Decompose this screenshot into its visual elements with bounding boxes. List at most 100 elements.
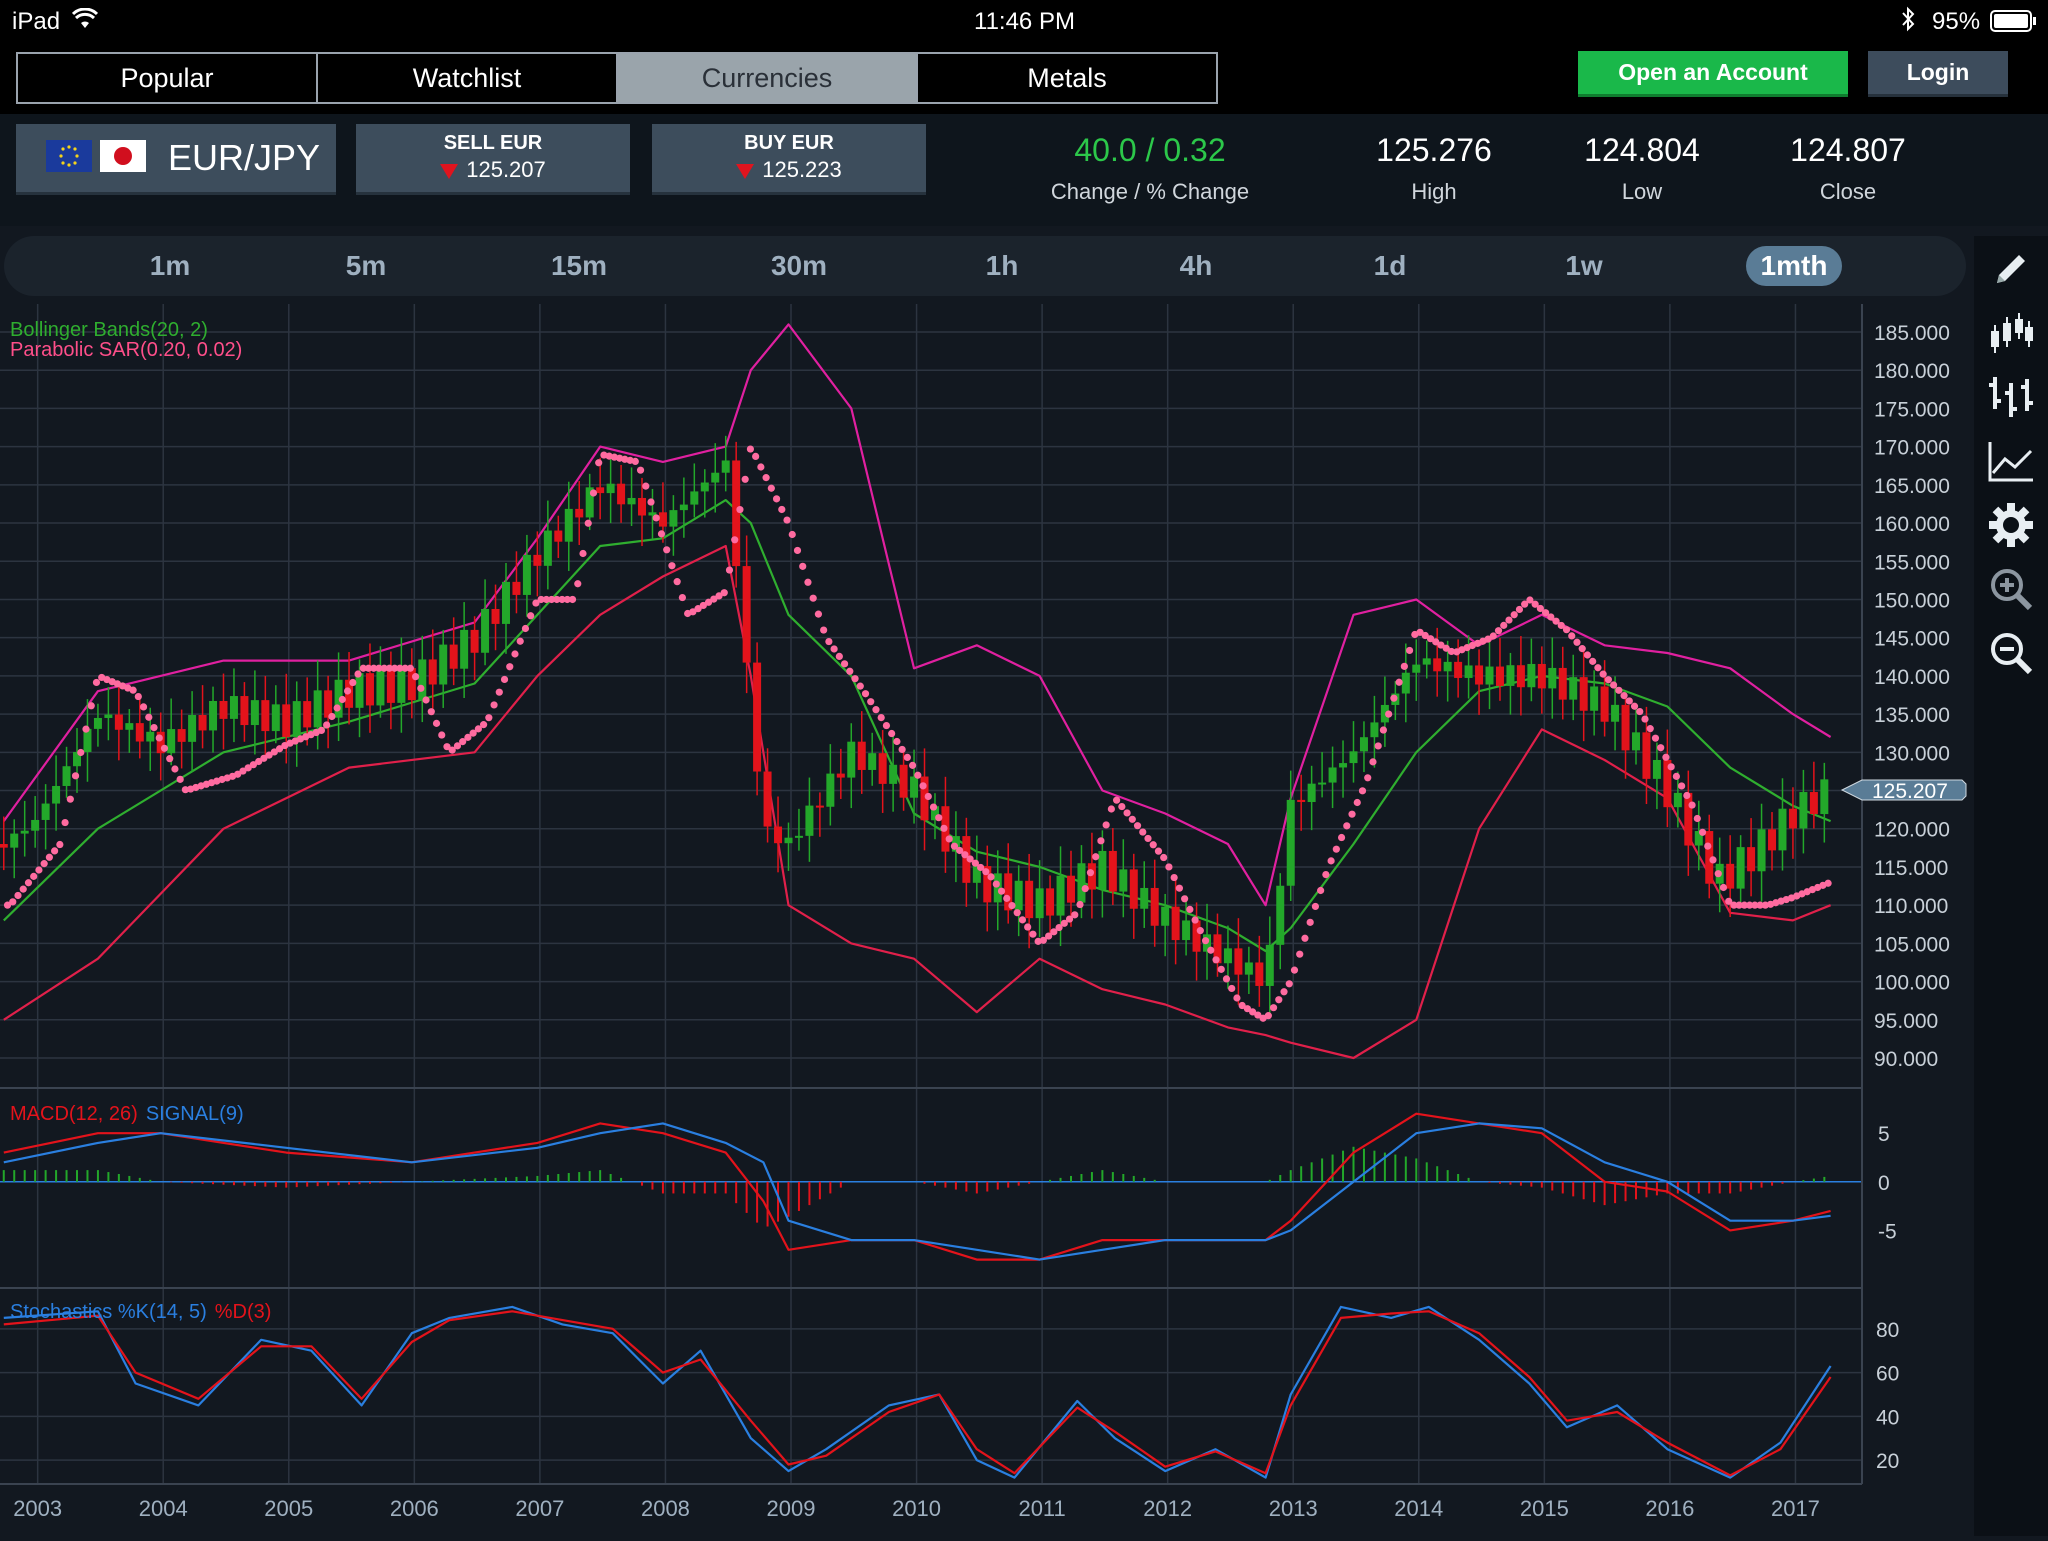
candle-down [261, 700, 270, 732]
timeframe-15m[interactable]: 15m [550, 250, 608, 281]
sar-dot [846, 667, 854, 675]
down-arrow-icon [440, 163, 459, 179]
sar-dot [1081, 885, 1089, 893]
timeframe-1d[interactable]: 1d [1373, 250, 1407, 281]
pencil-icon[interactable] [1984, 242, 2038, 296]
sar-dot [1667, 763, 1675, 771]
sar-dot [1636, 707, 1644, 716]
candle-down [1213, 934, 1222, 964]
candle-up [972, 866, 981, 883]
sell-button[interactable]: SELL EUR 125.207 [356, 124, 630, 195]
chart-canvas[interactable]: 2003 2004 2005 2006 2007 2008 2009 2010 2011 2012… [0, 304, 1968, 1536]
sar-dot [699, 601, 707, 610]
tab-popular[interactable]: Popular [18, 54, 318, 102]
sar-dot [527, 612, 535, 620]
sar-dot [1583, 651, 1592, 659]
sar-dot [239, 767, 247, 775]
candle-down [1516, 665, 1525, 688]
zoom-in-icon[interactable] [1984, 562, 2038, 616]
timeframe-1h[interactable]: 1h [985, 250, 1019, 281]
y-tick-label: 175.000 [1874, 398, 1950, 421]
timeframe-1w[interactable]: 1w [1565, 250, 1603, 281]
sar-dot [9, 898, 17, 906]
zoom-out-icon[interactable] [1984, 626, 2038, 680]
sar-dot [1290, 966, 1299, 974]
sar-dot [1285, 980, 1293, 988]
last-price-label: 125.207 [1872, 780, 1948, 803]
sar-dot [1013, 909, 1021, 917]
open-account-button[interactable]: Open an Account [1578, 51, 1848, 97]
buy-button[interactable]: BUY EUR 125.223 [652, 124, 926, 195]
sar-dot [1364, 774, 1372, 782]
candle-up [83, 728, 92, 752]
sar-dot [521, 624, 530, 633]
sar-dot [935, 814, 943, 822]
sar-dot [1432, 638, 1440, 646]
candle-down [1768, 829, 1777, 851]
sar-dot [1092, 853, 1100, 861]
candle-down [1192, 920, 1201, 952]
sar-dot [982, 868, 990, 876]
sar-dot [956, 846, 964, 855]
low-stat: 124.804 Low [1542, 132, 1742, 205]
price-chart[interactable]: 2003 2004 2005 2006 2007 2008 2009 2010 2011 2012… [0, 304, 1968, 1536]
sar-dot [359, 664, 367, 672]
sar-dot [919, 782, 927, 790]
tab-watchlist[interactable]: Watchlist [318, 54, 618, 102]
sar-dot [427, 708, 435, 716]
sar-dot [406, 664, 414, 672]
candle-down [753, 662, 762, 772]
candle-up [1056, 875, 1065, 916]
sar-dot [1751, 901, 1759, 909]
timeframe-1mth[interactable]: 1mth [1746, 246, 1842, 286]
sar-dot [145, 713, 153, 721]
y-tick-label: 155.000 [1874, 551, 1950, 574]
x-tick-label: 2003 [13, 1496, 62, 1521]
tab-currencies[interactable]: Currencies [618, 54, 918, 102]
login-button[interactable]: Login [1868, 51, 2008, 97]
candle-up [1098, 850, 1107, 890]
candle-down [732, 460, 741, 567]
lower-band-line [3, 544, 1832, 1060]
candle-up [1349, 751, 1358, 764]
candlestick-icon[interactable] [1984, 306, 2038, 360]
candle-down [1433, 658, 1442, 672]
timeframe-1m[interactable]: 1m [149, 250, 191, 281]
chart-toolbar [1974, 236, 2048, 1536]
sar-dot [3, 901, 12, 909]
sar-dot [1620, 692, 1628, 700]
sar-dot [1060, 919, 1068, 927]
sar-dot [1139, 828, 1147, 836]
sar-dot [872, 706, 880, 714]
sar-dot [1442, 644, 1450, 652]
candle-down [1705, 831, 1714, 884]
sar-dot [1683, 791, 1691, 800]
pair-selector[interactable]: EUR/JPY [16, 124, 336, 195]
sar-dot [495, 688, 503, 696]
candle-up [564, 508, 573, 542]
ohlc-bars-icon[interactable] [1984, 370, 2038, 424]
candle-down [1046, 888, 1055, 916]
sar-dot [417, 684, 425, 692]
candle-up [1401, 672, 1410, 694]
candle-up [910, 776, 919, 798]
timeframe-30m[interactable]: 30m [770, 250, 828, 281]
sar-dot [929, 803, 938, 811]
pair-name: EUR/JPY [168, 137, 321, 178]
timeframe-5m[interactable]: 5m [345, 250, 387, 281]
timeframe-4h[interactable]: 4h [1179, 250, 1213, 281]
sar-dot [1421, 631, 1429, 640]
line-chart-icon[interactable] [1984, 434, 2038, 488]
sar-dot [1181, 895, 1189, 903]
sar-dot [338, 695, 346, 704]
timeframe-bar: 1m 5m 15m 30m 1h 4h 1d 1w 1mth [4, 236, 1966, 296]
sar-dot [1531, 600, 1539, 608]
sar-dot [746, 445, 755, 453]
sar-dot [731, 536, 739, 544]
tab-metals[interactable]: Metals [918, 54, 1216, 102]
gear-icon[interactable] [1984, 498, 2038, 552]
sar-dot [1249, 1008, 1257, 1016]
japan-flag-icon [100, 139, 146, 177]
sar-dot [1113, 796, 1121, 804]
sar-dot [1065, 915, 1074, 923]
